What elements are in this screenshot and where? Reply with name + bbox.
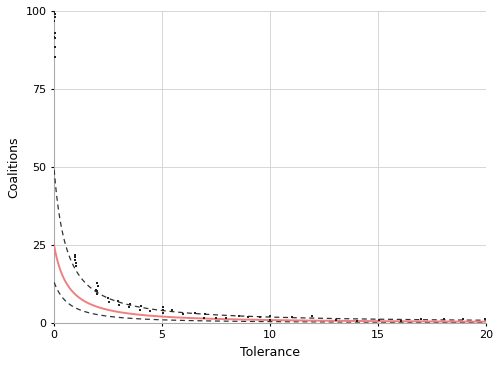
Point: [72, 263, 80, 269]
Point: [124, 304, 132, 310]
Point: [353, 318, 361, 324]
Point: [51, 30, 59, 36]
Point: [93, 292, 101, 298]
Point: [191, 310, 199, 316]
Y-axis label: Coalitions: Coalitions: [7, 136, 20, 198]
Point: [168, 307, 176, 313]
Point: [308, 313, 316, 319]
Point: [71, 253, 79, 258]
Point: [440, 316, 448, 322]
Point: [93, 280, 101, 286]
Point: [222, 315, 230, 321]
Point: [52, 12, 60, 18]
Point: [114, 299, 122, 305]
Point: [105, 299, 113, 305]
Point: [375, 317, 383, 323]
Point: [94, 283, 102, 289]
Point: [50, 65, 58, 71]
Point: [136, 307, 143, 313]
Point: [160, 304, 168, 310]
Point: [137, 303, 145, 309]
Point: [234, 313, 242, 319]
Point: [72, 260, 80, 266]
Point: [51, 54, 59, 60]
Point: [71, 257, 79, 263]
Point: [92, 287, 100, 292]
Point: [160, 307, 168, 313]
Point: [49, 40, 57, 46]
Point: [159, 310, 167, 316]
Point: [201, 311, 209, 317]
Point: [104, 295, 112, 301]
Point: [49, 20, 57, 26]
Point: [115, 302, 123, 307]
Point: [212, 315, 220, 321]
Point: [200, 315, 208, 321]
Point: [93, 288, 101, 294]
Point: [52, 44, 60, 50]
Point: [126, 300, 134, 306]
Point: [288, 314, 296, 320]
Point: [460, 317, 468, 322]
Point: [146, 309, 154, 314]
Point: [50, 9, 58, 15]
Point: [244, 314, 252, 320]
Point: [266, 313, 274, 318]
Point: [50, 36, 58, 41]
Point: [418, 316, 426, 322]
X-axis label: Tolerance: Tolerance: [240, 346, 300, 359]
Point: [178, 311, 186, 317]
Point: [49, 24, 57, 30]
Point: [332, 317, 340, 323]
Point: [256, 314, 264, 320]
Point: [50, 15, 58, 20]
Point: [49, 27, 57, 33]
Point: [71, 254, 79, 259]
Point: [266, 317, 274, 323]
Point: [396, 318, 404, 324]
Point: [50, 34, 58, 40]
Point: [50, 18, 58, 24]
Point: [481, 316, 489, 322]
